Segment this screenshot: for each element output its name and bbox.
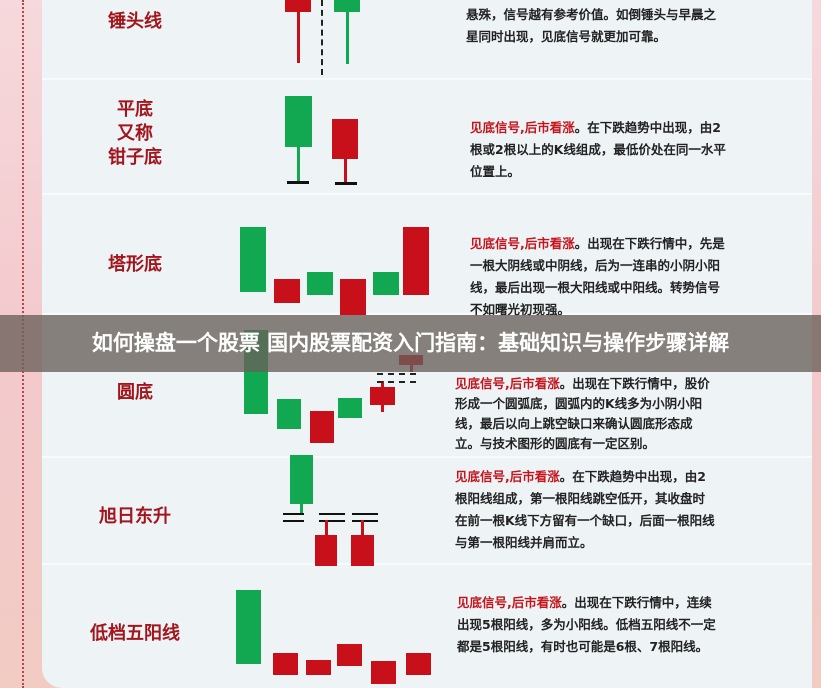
candle-red	[273, 653, 298, 675]
divider-dashed	[321, 0, 323, 75]
level-line	[352, 513, 378, 515]
candle-green	[277, 399, 301, 429]
signal-highlight: 见底信号,后市看涨	[455, 376, 560, 391]
candle-red	[337, 644, 362, 666]
pattern-name-flat-bottom: 平底 又称 钳子底	[60, 98, 210, 170]
label-line: 钳子底	[108, 147, 162, 168]
candle-green	[240, 227, 266, 292]
candle-red	[310, 411, 334, 443]
gap-line	[377, 373, 416, 375]
title-banner: 如何操盘一个股票 国内股票配资入门指南：基础知识与操作步骤详解	[0, 315, 821, 372]
desc-text: 。出现在下跌行情中，连续出现5根阳线，多为小阳线。低档五阳线不一定都是5根阳线，…	[457, 595, 716, 654]
candle-wick	[297, 12, 300, 63]
level-line	[319, 520, 345, 522]
support-line	[287, 181, 309, 184]
candle-red	[274, 279, 300, 303]
row-rising-sun	[42, 458, 812, 565]
desc-text: 。在下跌趋势中出现，由2根或2根以上的K线组成，最低价处在同一水平位置上。	[470, 120, 726, 179]
candle-green	[236, 590, 261, 664]
pattern-name-five-yang: 低档五阳线	[90, 623, 180, 644]
row-flat-bottom	[42, 80, 812, 195]
candle-red	[315, 535, 337, 566]
level-line	[319, 513, 345, 515]
candle-green	[285, 96, 312, 147]
candle-wick	[300, 504, 303, 513]
candle-wick	[361, 520, 364, 535]
label-line: 又称	[117, 123, 153, 144]
candle-red	[370, 387, 395, 405]
candle-red	[403, 227, 429, 295]
candle-wick	[297, 147, 300, 181]
desc-text: 悬殊，信号越有参考价值。如倒锤头与早晨之星同时出现，见底信号就更加可靠。	[466, 7, 717, 44]
signal-highlight: 见底信号,后市看涨	[455, 469, 560, 484]
signal-highlight: 见底信号,后市看涨	[470, 236, 575, 251]
level-line	[283, 513, 304, 515]
pattern-desc-five-yang: 见底信号,后市看涨。出现在下跌行情中，连续出现5根阳线，多为小阳线。低档五阳线不…	[457, 592, 719, 658]
row-hammer	[42, 0, 812, 80]
candle-red	[332, 119, 358, 159]
support-line	[335, 182, 357, 185]
gap-line	[377, 381, 416, 383]
candle-green	[307, 272, 333, 295]
candle-red	[285, 0, 311, 12]
candle-green	[290, 455, 313, 504]
pattern-desc-rising-sun: 见底信号,后市看涨。在下跌趋势中出现，由2根阳线组成，第一根阳线跳空低开，其收盘…	[455, 466, 717, 554]
candle-wick	[325, 520, 328, 535]
candle-green	[338, 398, 362, 418]
pattern-name-round-bottom: 圆底	[117, 382, 153, 403]
candle-red	[371, 661, 396, 684]
level-line	[283, 520, 304, 522]
row-round-bottom	[42, 315, 812, 458]
pattern-desc-hammer: 悬殊，信号越有参考价值。如倒锤头与早晨之星同时出现，见底信号就更加可靠。	[466, 4, 728, 48]
desc-text: 。出现在下跌行情中，股价形成一个圆弧底，圆弧内的K线多为小阴小阳线，最后以向上跳…	[455, 376, 710, 451]
candle-red	[340, 279, 366, 315]
pattern-desc-round-bottom: 见底信号,后市看涨。出现在下跌行情中，股价形成一个圆弧底，圆弧内的K线多为小阴小…	[455, 374, 717, 454]
pattern-name-rising-sun: 旭日东升	[99, 506, 171, 527]
signal-highlight: 见底信号,后市看涨	[470, 120, 575, 135]
level-line	[352, 520, 378, 522]
label-line: 平底	[117, 99, 153, 120]
candle-green	[373, 272, 399, 295]
pattern-desc-tower-bottom: 见底信号,后市看涨。出现在下跌行情中，先是一根大阴线或中阴线，后为一连串的小阴小…	[470, 233, 732, 321]
candle-wick	[344, 159, 347, 182]
candle-green	[334, 0, 360, 12]
pattern-desc-flat-bottom: 见底信号,后市看涨。在下跌趋势中出现，由2根或2根以上的K线组成，最低价处在同一…	[470, 117, 732, 183]
desc-text: 。在下跌趋势中出现，由2根阳线组成，第一根阳线跳空低开，其收盘时在前一根K线下方…	[455, 469, 715, 550]
desc-text: 。出现在下跌行情中，先是一根大阴线或中阴线，后为一连串的小阴小阳线，最后出现一根…	[470, 236, 725, 317]
row-tower-bottom	[42, 195, 812, 315]
pattern-name-tower-bottom: 塔形底	[108, 254, 162, 275]
candle-red	[351, 535, 374, 566]
candle-red	[306, 660, 331, 675]
signal-highlight: 见底信号,后市看涨	[457, 595, 562, 610]
pattern-name-hammer: 锤头线	[108, 11, 162, 32]
candle-red	[406, 653, 431, 675]
candle-wick	[346, 12, 349, 64]
